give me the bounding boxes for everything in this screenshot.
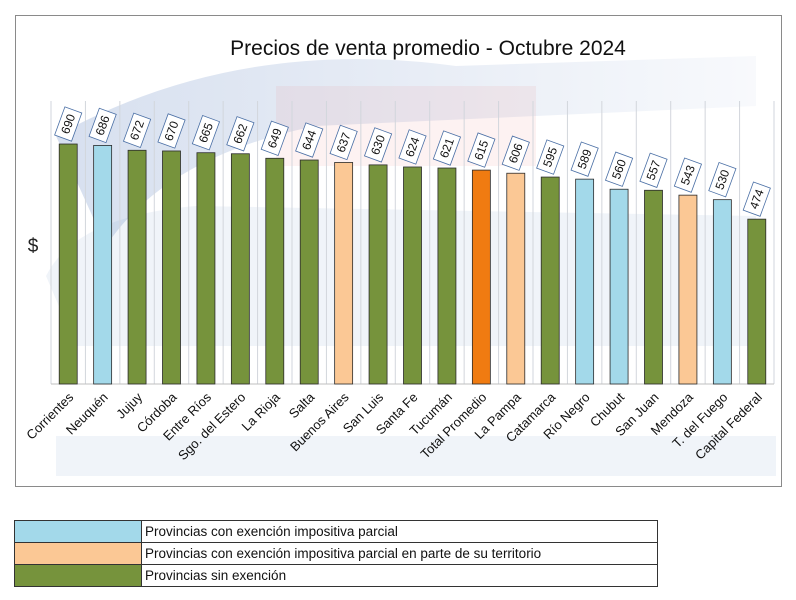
svg-text:672: 672 (127, 118, 147, 142)
legend-swatch-partial-territory (14, 542, 142, 565)
data-label: 557 (639, 152, 668, 188)
data-label: 670 (157, 113, 186, 149)
legend-swatch-partial (14, 520, 142, 543)
data-label: 530 (708, 161, 737, 198)
data-label: 665 (191, 115, 221, 151)
bar (747, 218, 767, 385)
bar (575, 178, 595, 385)
svg-text:621: 621 (437, 136, 457, 160)
data-label: 662 (226, 116, 255, 152)
legend-item: Provincias sin exención (14, 564, 658, 587)
svg-text:543: 543 (678, 163, 698, 187)
svg-text:474: 474 (747, 187, 767, 211)
svg-text:637: 637 (334, 130, 354, 154)
bar (368, 164, 388, 385)
bars (58, 143, 767, 385)
bar (712, 199, 732, 385)
data-label: 595 (536, 139, 565, 175)
data-label: 672 (122, 112, 152, 148)
bar (196, 152, 216, 385)
data-label: 543 (673, 157, 703, 193)
svg-text:624: 624 (402, 135, 422, 159)
svg-text:615: 615 (471, 138, 491, 162)
svg-text:670: 670 (161, 119, 181, 143)
bar (506, 172, 526, 385)
bar (644, 189, 663, 385)
data-label: 589 (570, 141, 599, 177)
data-label: 560 (604, 151, 634, 187)
svg-text:686: 686 (93, 113, 113, 137)
category-label: Corrientes (23, 389, 76, 442)
bar (230, 153, 250, 385)
data-label: 624 (398, 129, 427, 165)
bar (403, 166, 422, 385)
svg-text:649: 649 (265, 126, 285, 150)
bar (265, 157, 285, 385)
legend-item: Provincias con exención impositiva parci… (14, 520, 658, 543)
svg-text:557: 557 (643, 158, 663, 182)
data-label: 606 (501, 135, 530, 171)
bar (334, 162, 354, 385)
category-label: La Rioja (239, 389, 284, 434)
bar (299, 159, 319, 385)
chart-frame: Precios de venta promedio - Octubre 2024… (15, 15, 782, 487)
svg-text:630: 630 (368, 133, 388, 157)
legend-swatch-none (14, 564, 142, 587)
bar (58, 143, 78, 385)
bar (162, 150, 181, 385)
svg-text:662: 662 (230, 122, 250, 146)
svg-text:665: 665 (196, 121, 216, 145)
legend-label: Provincias sin exención (141, 564, 658, 587)
legend: Provincias con exención impositiva parci… (14, 520, 658, 587)
data-label: 686 (88, 107, 117, 144)
data-label: 474 (742, 181, 771, 217)
svg-text:595: 595 (540, 145, 560, 169)
svg-text:606: 606 (506, 141, 526, 165)
data-label: 644 (295, 122, 324, 158)
data-label: 649 (260, 120, 289, 156)
gridlines (50, 101, 775, 384)
bar (678, 194, 698, 385)
data-label: 690 (54, 106, 83, 142)
data-label: 621 (432, 130, 462, 166)
bar (93, 145, 113, 385)
svg-text:690: 690 (58, 112, 78, 136)
value-labels: 690 686 672 670 665 662 649 644 637 630 624 621 615 6… (54, 106, 771, 217)
svg-text:530: 530 (712, 168, 732, 192)
svg-text:560: 560 (609, 157, 629, 181)
svg-text:644: 644 (299, 128, 319, 152)
chart-title: Precios de venta promedio - Octubre 2024 (230, 37, 626, 60)
legend-label: Provincias con exención impositiva parci… (141, 542, 658, 565)
y-axis-label: $ (28, 236, 39, 257)
bar (437, 167, 457, 385)
bar (471, 169, 491, 385)
svg-text:589: 589 (575, 147, 595, 171)
data-label: 637 (329, 124, 358, 161)
bar-chart: Precios de venta promedio - Octubre 2024… (23, 37, 776, 476)
legend-label: Provincias con exención impositiva parci… (141, 520, 658, 543)
data-label: 615 (467, 132, 496, 168)
legend-item: Provincias con exención impositiva parci… (14, 542, 658, 565)
bar (609, 188, 629, 385)
bar (127, 149, 147, 385)
data-label: 630 (363, 127, 393, 163)
bar (540, 176, 560, 385)
